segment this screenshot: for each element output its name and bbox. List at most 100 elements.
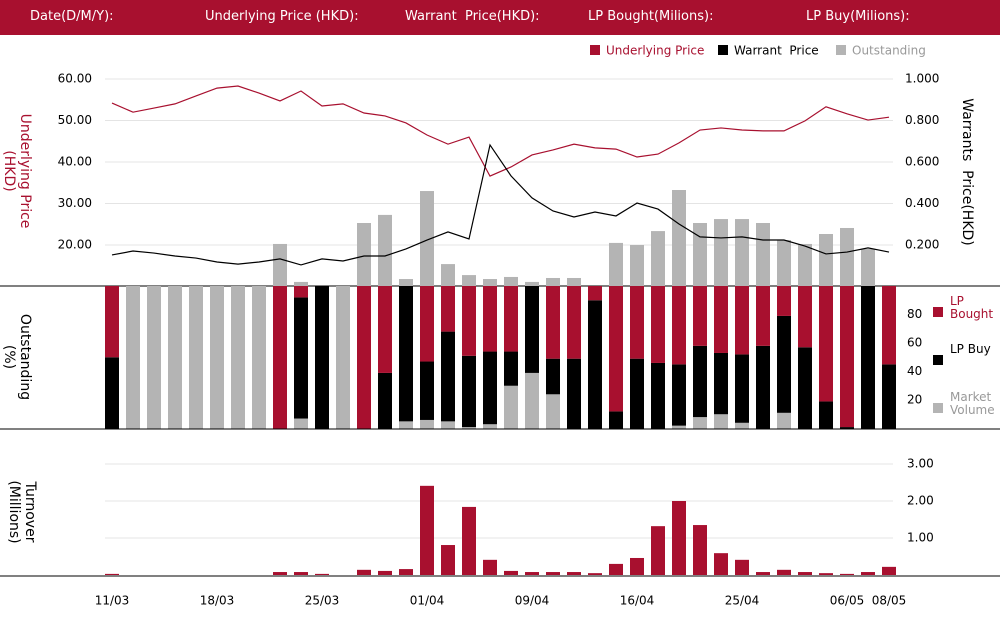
bar-segment bbox=[735, 286, 749, 355]
bar-segment bbox=[546, 286, 560, 359]
x-tick-label: 16/04 bbox=[620, 594, 655, 608]
bar bbox=[609, 563, 623, 575]
bar bbox=[294, 572, 308, 575]
x-tick-label: 09/04 bbox=[515, 594, 550, 608]
legend-label: Underlying Price bbox=[606, 44, 704, 58]
bar-segment bbox=[420, 361, 434, 420]
bar bbox=[357, 569, 371, 575]
bar-segment bbox=[420, 286, 434, 362]
y-tick-label: 2.00 bbox=[907, 494, 934, 508]
y-tick-label: 40 bbox=[907, 364, 922, 378]
y2-axis-title: Warrants Price(HKD) bbox=[959, 98, 975, 246]
bar-segment bbox=[525, 372, 539, 429]
bar bbox=[462, 275, 476, 287]
legend-swatch bbox=[933, 403, 943, 413]
bar bbox=[378, 214, 392, 287]
bar bbox=[588, 573, 602, 575]
bar-segment bbox=[588, 286, 602, 301]
y-axis-title: Turnover (Millions) bbox=[6, 480, 38, 547]
legend-swatch bbox=[933, 355, 943, 365]
bar-segment bbox=[672, 286, 686, 365]
y2-tick-label: 0.600 bbox=[905, 154, 939, 168]
bar bbox=[672, 190, 686, 287]
bar-segment bbox=[105, 286, 119, 358]
y2-tick-label: 0.800 bbox=[905, 113, 939, 127]
y-tick-label: 40.00 bbox=[58, 154, 92, 168]
bar bbox=[735, 559, 749, 575]
bar bbox=[441, 545, 455, 575]
bar-segment bbox=[504, 385, 518, 429]
bar bbox=[399, 569, 413, 575]
bar bbox=[840, 573, 854, 575]
bar bbox=[273, 243, 287, 287]
legend-swatch bbox=[933, 307, 943, 317]
x-tick-label: 11/03 bbox=[95, 594, 130, 608]
y-tick-label: 20.00 bbox=[58, 237, 92, 251]
bar-segment bbox=[105, 357, 119, 429]
bar-segment bbox=[630, 358, 644, 429]
bar bbox=[651, 231, 665, 287]
bar bbox=[798, 572, 812, 575]
bar-segment bbox=[483, 286, 497, 352]
bar-segment bbox=[777, 315, 791, 413]
bar-segment bbox=[168, 286, 182, 429]
bar bbox=[525, 572, 539, 575]
bar bbox=[441, 264, 455, 287]
bar-segment bbox=[399, 286, 413, 422]
bar-segment bbox=[294, 418, 308, 429]
bar-segment bbox=[336, 286, 350, 429]
y-tick-label: 50.00 bbox=[58, 113, 92, 127]
header-field: Underlying Price (HKD): bbox=[205, 9, 359, 24]
bar-segment bbox=[630, 286, 644, 359]
bar-segment bbox=[378, 372, 392, 429]
x-tick-label: 06/05 bbox=[830, 594, 865, 608]
bar bbox=[504, 570, 518, 575]
bar bbox=[651, 526, 665, 575]
bar bbox=[861, 248, 875, 287]
bar-segment bbox=[147, 286, 161, 429]
bar bbox=[378, 570, 392, 575]
bar-segment bbox=[462, 286, 476, 356]
bar-segment bbox=[735, 354, 749, 423]
bar bbox=[567, 277, 581, 287]
line bbox=[111, 85, 890, 177]
bar-segment bbox=[210, 286, 224, 429]
bar-segment bbox=[378, 286, 392, 373]
bar bbox=[525, 281, 539, 287]
bar-segment bbox=[441, 286, 455, 332]
bar-segment bbox=[819, 401, 833, 429]
bar-segment bbox=[693, 286, 707, 346]
bar bbox=[630, 557, 644, 575]
bar bbox=[357, 222, 371, 287]
x-tick-label: 08/05 bbox=[872, 594, 907, 608]
bar bbox=[483, 559, 497, 575]
legend-label: Market Volume bbox=[950, 390, 995, 417]
bar-segment bbox=[777, 412, 791, 429]
bar-segment bbox=[693, 345, 707, 418]
legend-swatch bbox=[590, 45, 600, 55]
bar bbox=[399, 279, 413, 287]
bar bbox=[420, 485, 434, 575]
x-tick-label: 01/04 bbox=[410, 594, 445, 608]
bar bbox=[672, 501, 686, 575]
bar bbox=[483, 279, 497, 287]
bar-segment bbox=[672, 364, 686, 426]
bar bbox=[777, 240, 791, 287]
legend-label: Warrant Price bbox=[734, 44, 819, 58]
y-tick-label: 60 bbox=[907, 336, 922, 350]
bar bbox=[294, 281, 308, 287]
bar-segment bbox=[798, 286, 812, 348]
y2-tick-label: 0.200 bbox=[905, 237, 939, 251]
bar-segment bbox=[798, 347, 812, 429]
bar-segment bbox=[315, 286, 329, 429]
bar-segment bbox=[777, 286, 791, 316]
header-field: LP Bought(Milions): bbox=[588, 9, 714, 24]
y-tick-label: 20 bbox=[907, 393, 922, 407]
bar-segment bbox=[441, 331, 455, 422]
y-tick-label: 1.00 bbox=[907, 531, 934, 545]
header-field: Date(D/M/Y): bbox=[30, 9, 114, 24]
bar-segment bbox=[189, 286, 203, 429]
bar bbox=[819, 233, 833, 287]
